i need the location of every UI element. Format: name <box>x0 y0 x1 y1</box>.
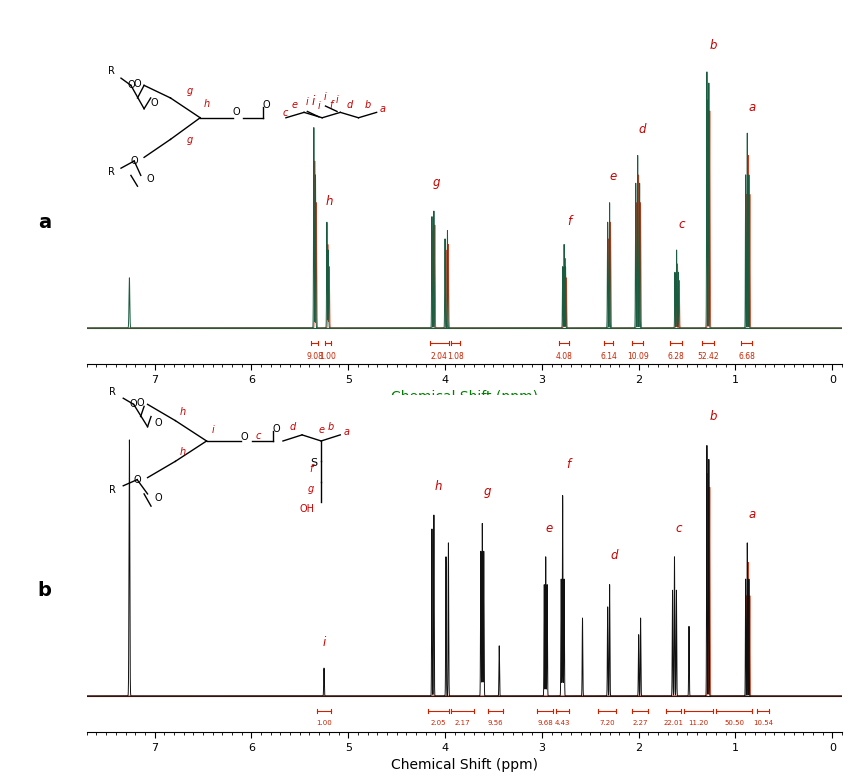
Text: O: O <box>241 432 248 442</box>
X-axis label: Chemical Shift (ppm): Chemical Shift (ppm) <box>391 758 538 772</box>
Text: 6.68: 6.68 <box>738 352 755 361</box>
Text: h: h <box>435 480 442 493</box>
Text: R: R <box>109 387 116 397</box>
Text: R: R <box>108 167 115 177</box>
Text: 2.17: 2.17 <box>455 720 470 726</box>
Text: d: d <box>611 550 618 562</box>
Text: O: O <box>273 424 279 434</box>
Text: O: O <box>134 78 141 88</box>
Text: c: c <box>256 431 261 441</box>
Text: 10.09: 10.09 <box>627 352 648 361</box>
Text: f: f <box>567 215 571 228</box>
Text: g: g <box>307 484 314 494</box>
Text: 7.20: 7.20 <box>600 720 615 726</box>
Text: e: e <box>610 170 617 183</box>
Text: 1.08: 1.08 <box>447 352 464 361</box>
Text: S: S <box>311 458 318 468</box>
Text: R: R <box>108 66 115 76</box>
Text: f: f <box>566 457 570 471</box>
Text: O: O <box>130 399 137 410</box>
Text: 6.14: 6.14 <box>600 352 617 361</box>
Text: 4.43: 4.43 <box>555 720 570 726</box>
X-axis label: Chemical Shift (ppm): Chemical Shift (ppm) <box>391 390 538 404</box>
Text: a: a <box>37 213 51 233</box>
Text: O: O <box>233 107 240 117</box>
Text: d: d <box>639 123 647 136</box>
Text: i: i <box>306 97 309 107</box>
Text: b: b <box>37 581 51 601</box>
Text: i: i <box>324 92 327 102</box>
Text: 50.50: 50.50 <box>724 720 744 726</box>
Text: 9.68: 9.68 <box>537 720 553 726</box>
Text: g: g <box>187 135 194 145</box>
Text: c: c <box>283 108 288 118</box>
Text: i: i <box>318 101 320 110</box>
Text: 52.42: 52.42 <box>697 352 719 361</box>
Text: g: g <box>432 176 440 189</box>
Text: OH: OH <box>299 504 315 514</box>
Text: 4.08: 4.08 <box>556 352 573 361</box>
Text: f: f <box>309 464 312 474</box>
Text: e: e <box>319 425 324 435</box>
Text: O: O <box>147 174 155 184</box>
Text: g: g <box>483 485 491 498</box>
Text: i: i <box>336 96 339 106</box>
Text: O: O <box>155 493 161 503</box>
Text: 22.01: 22.01 <box>663 720 683 726</box>
Text: d: d <box>289 422 296 431</box>
Text: a: a <box>748 101 755 114</box>
Text: i: i <box>312 95 315 108</box>
Text: a: a <box>380 104 386 114</box>
Text: c: c <box>675 521 681 535</box>
Text: a: a <box>344 427 350 437</box>
Text: 9.56: 9.56 <box>488 720 503 726</box>
Text: 2.04: 2.04 <box>431 352 448 361</box>
Text: h: h <box>179 406 186 417</box>
Text: O: O <box>150 99 158 108</box>
Text: b: b <box>709 39 717 52</box>
Text: 11.20: 11.20 <box>688 720 709 726</box>
Text: 6.28: 6.28 <box>667 352 684 361</box>
Text: O: O <box>262 100 270 110</box>
Text: 10.54: 10.54 <box>753 720 773 726</box>
Text: 9.08: 9.08 <box>306 352 323 361</box>
Text: a: a <box>748 507 755 521</box>
Text: O: O <box>134 474 141 485</box>
Text: O: O <box>155 417 161 428</box>
Text: d: d <box>346 100 352 110</box>
Text: b: b <box>327 422 334 431</box>
Text: h: h <box>204 99 210 109</box>
Text: O: O <box>130 156 138 166</box>
Text: h: h <box>179 447 186 457</box>
Text: O: O <box>127 81 135 90</box>
Text: b: b <box>365 100 371 110</box>
Text: 1.00: 1.00 <box>316 720 332 726</box>
Text: e: e <box>546 521 553 535</box>
Text: 2.27: 2.27 <box>633 720 648 726</box>
Text: 1.00: 1.00 <box>319 352 336 361</box>
Text: f: f <box>330 100 333 110</box>
Text: e: e <box>292 100 298 110</box>
Text: 2.05: 2.05 <box>431 720 446 726</box>
Text: b: b <box>709 410 717 424</box>
Text: i: i <box>322 636 326 648</box>
Text: R: R <box>109 485 116 495</box>
Text: O: O <box>137 399 144 408</box>
Text: c: c <box>678 218 685 230</box>
Text: h: h <box>326 195 333 208</box>
Text: i: i <box>212 425 215 435</box>
Text: g: g <box>187 86 194 96</box>
